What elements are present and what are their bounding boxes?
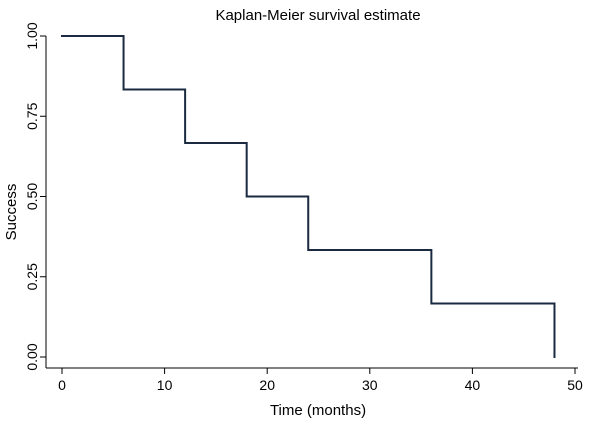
y-tick-label: 0.75 <box>24 102 40 129</box>
x-tick-label: 20 <box>259 377 275 393</box>
y-tick-label: 0.25 <box>24 263 40 290</box>
x-ticks: 0 10 20 30 40 50 <box>58 368 583 393</box>
x-tick-label: 40 <box>465 377 481 393</box>
x-axis-label: Time (months) <box>270 402 366 419</box>
y-tick-label: 1.00 <box>24 22 40 49</box>
x-tick-label: 10 <box>157 377 173 393</box>
y-tick-label: 0.50 <box>24 183 40 210</box>
y-axis-label: Success <box>3 184 20 241</box>
chart-title: Kaplan-Meier survival estimate <box>215 7 420 24</box>
survival-step-line <box>61 35 556 358</box>
x-tick-label: 50 <box>567 377 583 393</box>
series-layer <box>61 35 556 358</box>
x-tick-label: 30 <box>362 377 378 393</box>
y-tick-label: 0.00 <box>24 343 40 370</box>
x-tick-label: 0 <box>58 377 66 393</box>
y-ticks: 0.00 0.25 0.50 0.75 1.00 <box>24 22 46 371</box>
